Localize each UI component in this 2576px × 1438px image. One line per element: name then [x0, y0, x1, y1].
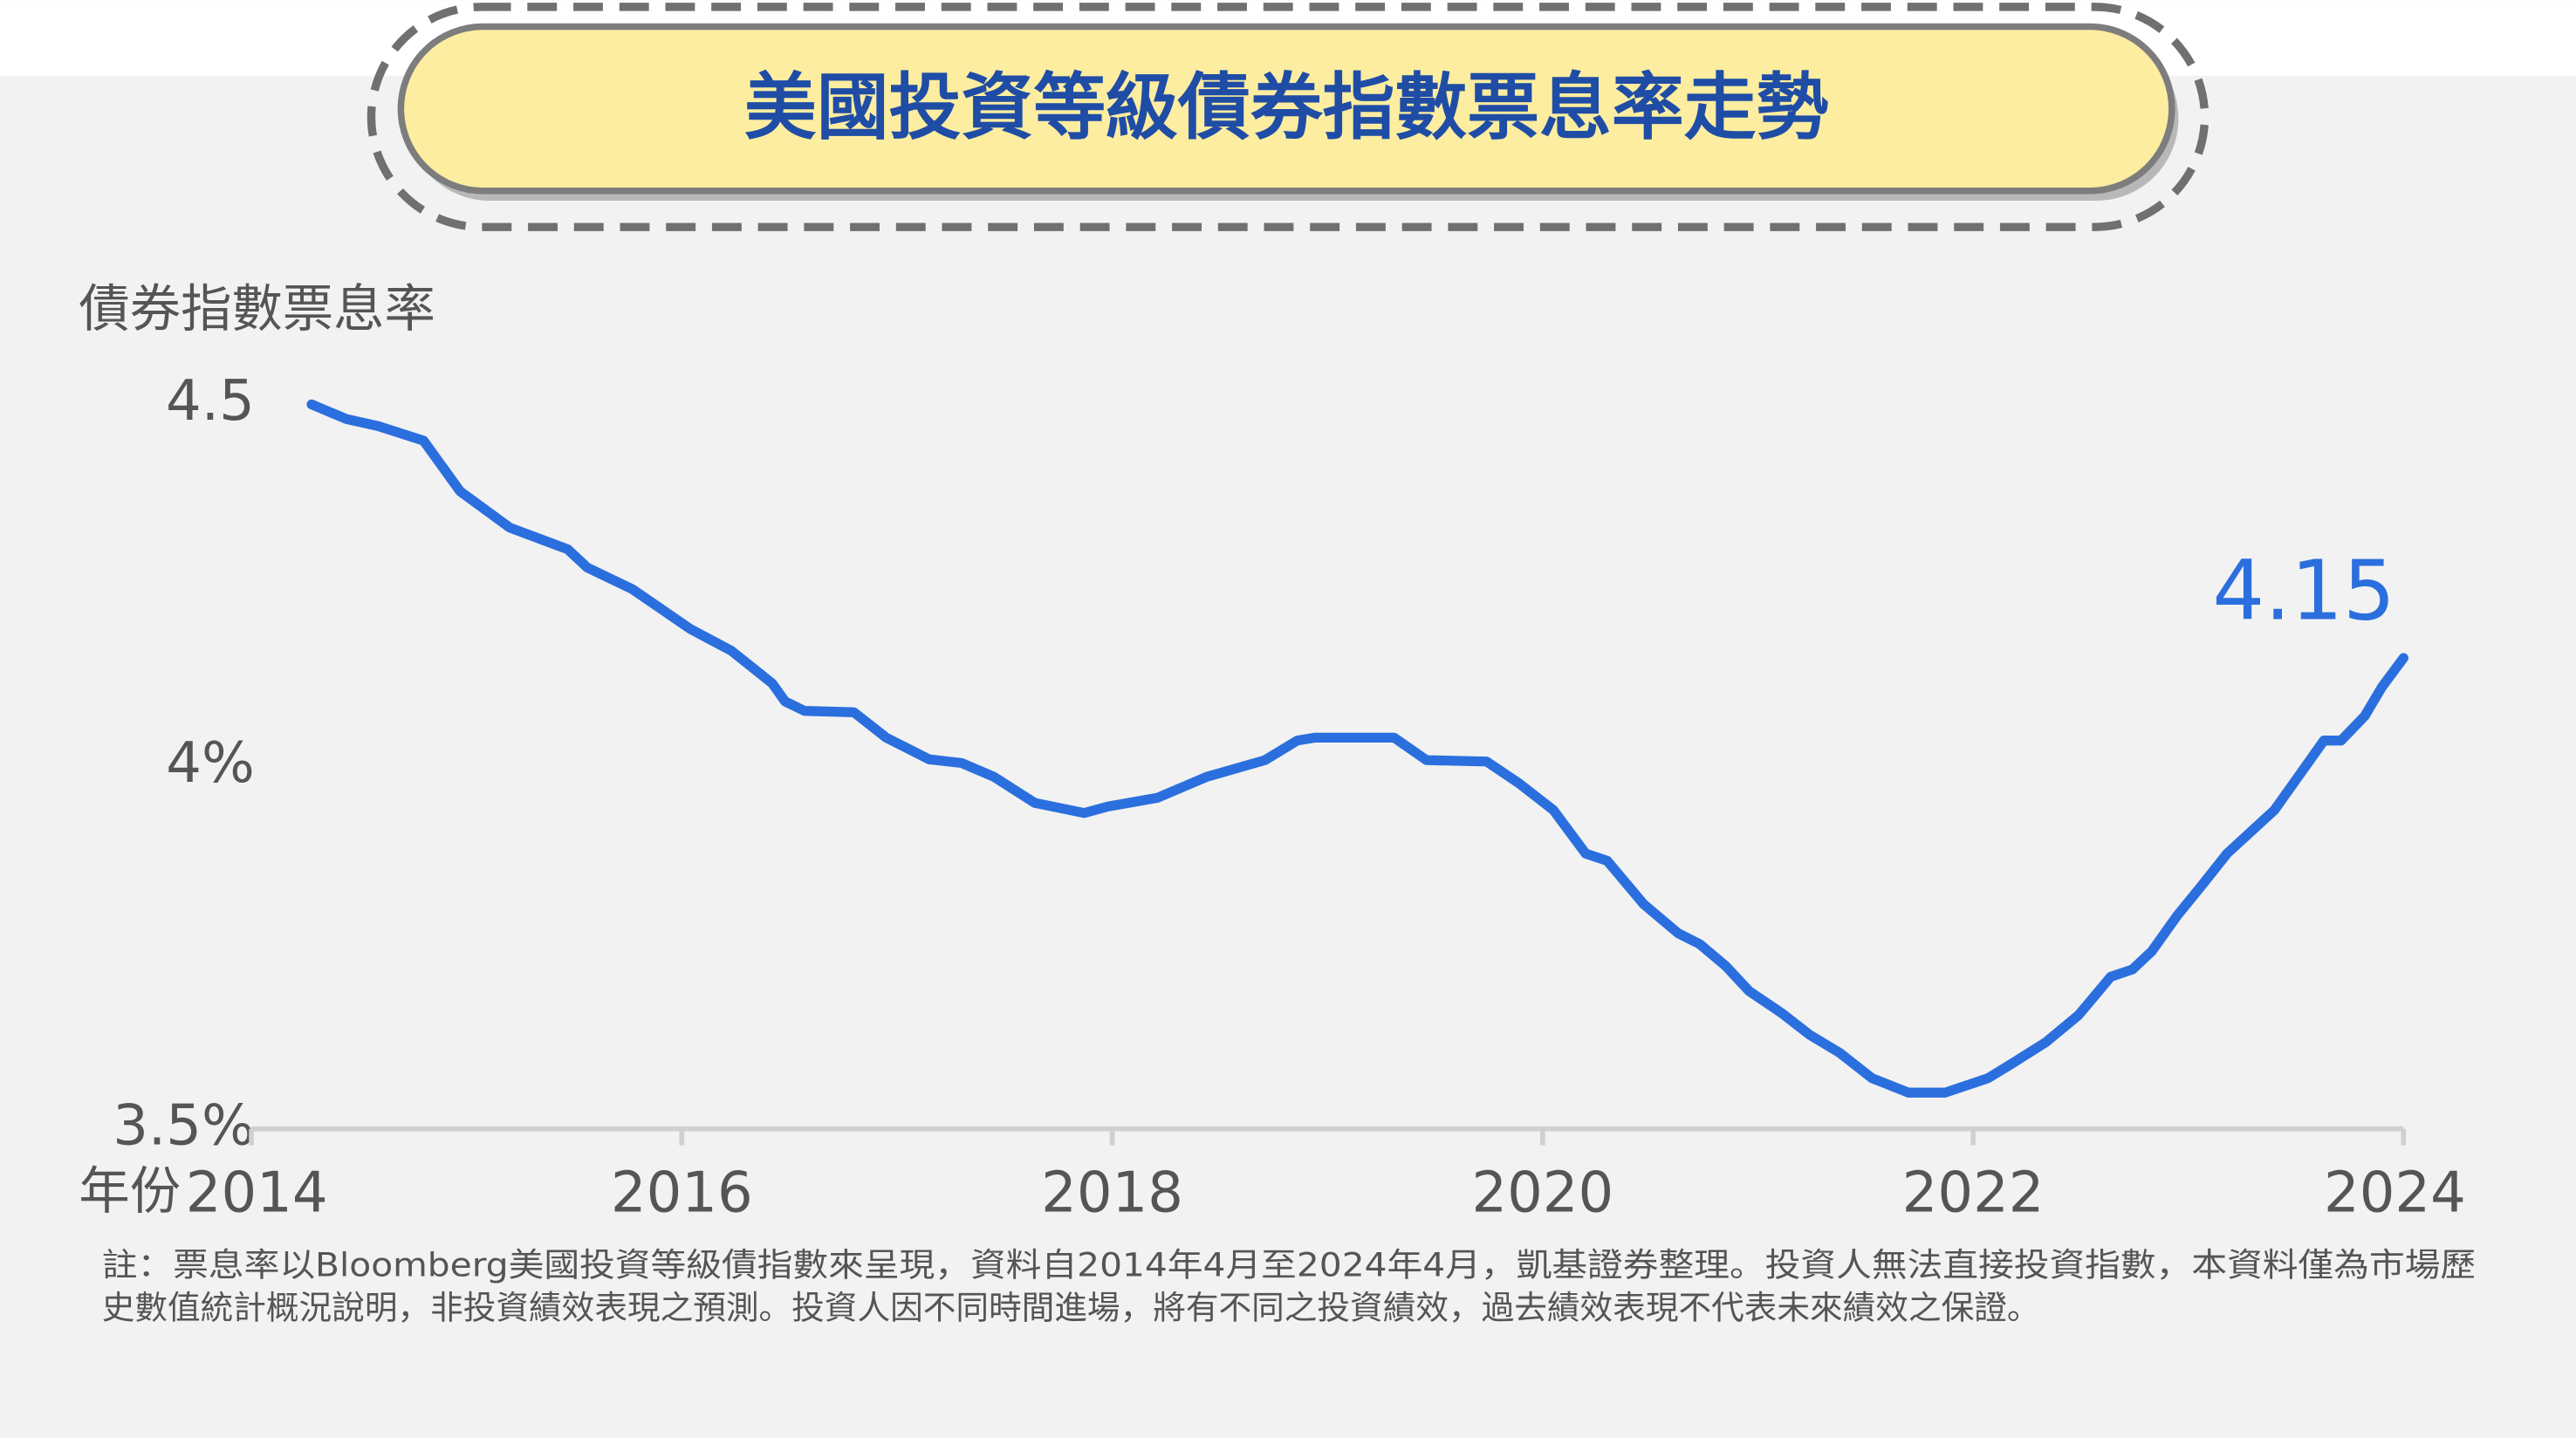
footnote: 註：票息率以Bloomberg美國投資等級債指數來呈現，資料自2014年4月至2… [102, 1245, 2476, 1284]
chart-title: 美國投資等級債券指數票息率走勢 [744, 65, 1829, 149]
y-tick-label: 4% [166, 731, 255, 796]
data-line [306, 399, 2408, 1098]
y-axis-label: 債券指數票息率 [79, 279, 435, 339]
y-tick-label: 4.5 [166, 369, 255, 434]
x-tick-label: 2024 [2324, 1161, 2466, 1225]
x-tick-label: 2020 [1471, 1161, 1613, 1225]
x-axis-label: 年份 [79, 1161, 181, 1221]
x-tick-label: 2022 [1902, 1161, 2045, 1225]
y-tick-label: 3.5% [113, 1093, 255, 1158]
x-tick-label: 2018 [1041, 1161, 1183, 1225]
x-tick-label: 2014 [186, 1161, 328, 1225]
x-tick-label: 2016 [611, 1161, 753, 1225]
footnote: 史數值統計概況說明，非投資績效表現之預測。投資人因不同時間進場，將有不同之投資績… [102, 1288, 2040, 1326]
end-annotation: 4.15 [2212, 544, 2395, 640]
title-dashed-frame [367, 3, 2209, 231]
background [0, 75, 2576, 1438]
title-pill [397, 23, 2175, 195]
